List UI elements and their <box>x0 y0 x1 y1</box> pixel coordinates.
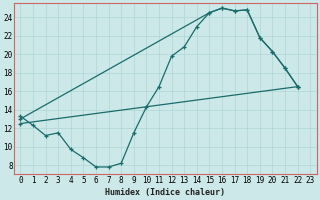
X-axis label: Humidex (Indice chaleur): Humidex (Indice chaleur) <box>105 188 225 197</box>
